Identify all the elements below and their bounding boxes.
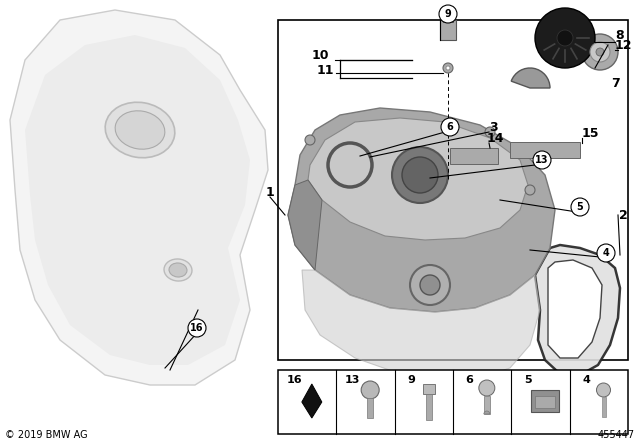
Polygon shape (288, 108, 555, 312)
Circle shape (525, 185, 535, 195)
Text: 2: 2 (619, 208, 627, 221)
Polygon shape (10, 10, 268, 385)
Polygon shape (302, 270, 540, 378)
Bar (443, 14, 453, 22)
Circle shape (420, 275, 440, 295)
Circle shape (485, 127, 495, 137)
Circle shape (305, 135, 315, 145)
Text: 4: 4 (582, 375, 590, 385)
Text: 8: 8 (616, 29, 624, 42)
Text: 12: 12 (614, 39, 632, 52)
Text: 9: 9 (407, 375, 415, 385)
Circle shape (590, 42, 610, 62)
Text: 455447: 455447 (598, 430, 635, 440)
Text: 6: 6 (447, 122, 453, 132)
Wedge shape (484, 411, 490, 414)
Text: 15: 15 (581, 126, 599, 139)
Text: 3: 3 (490, 121, 499, 134)
Bar (531, 390, 559, 412)
Ellipse shape (164, 259, 192, 281)
Text: 13: 13 (535, 155, 548, 165)
Circle shape (597, 244, 615, 262)
Bar (535, 396, 555, 408)
Text: 1: 1 (266, 185, 275, 198)
Text: 16: 16 (190, 323, 204, 333)
Bar (426, 394, 431, 420)
Text: 7: 7 (611, 77, 620, 90)
Circle shape (582, 34, 618, 70)
Circle shape (479, 380, 495, 396)
Ellipse shape (169, 263, 187, 277)
Text: 4: 4 (603, 248, 609, 258)
Circle shape (392, 147, 448, 203)
Polygon shape (25, 35, 250, 365)
Circle shape (596, 48, 604, 56)
Text: 16: 16 (287, 375, 302, 385)
Circle shape (439, 5, 457, 23)
Bar (510, 142, 580, 158)
Text: 9: 9 (445, 9, 451, 19)
Circle shape (533, 151, 551, 169)
Bar (367, 398, 373, 418)
Ellipse shape (105, 102, 175, 158)
Ellipse shape (115, 111, 165, 149)
Bar (450, 148, 498, 164)
Text: 6: 6 (465, 375, 473, 385)
Polygon shape (288, 180, 322, 270)
Circle shape (402, 157, 438, 193)
Text: 5: 5 (524, 375, 531, 385)
Circle shape (188, 319, 206, 337)
Circle shape (443, 63, 453, 73)
Text: 11: 11 (316, 64, 333, 77)
Circle shape (596, 383, 611, 397)
Circle shape (361, 381, 379, 399)
Bar (422, 384, 435, 394)
Bar (484, 396, 490, 414)
Circle shape (410, 265, 450, 305)
Bar (602, 397, 605, 417)
Circle shape (446, 66, 450, 70)
Text: 13: 13 (345, 375, 360, 385)
Text: © 2019 BMW AG: © 2019 BMW AG (5, 430, 88, 440)
Circle shape (571, 198, 589, 216)
Circle shape (557, 30, 573, 46)
Polygon shape (548, 260, 602, 358)
Circle shape (535, 8, 595, 68)
Polygon shape (535, 245, 620, 375)
Polygon shape (302, 384, 322, 418)
Circle shape (441, 118, 459, 136)
Bar (278, 20, 628, 360)
Text: 5: 5 (577, 202, 584, 212)
Text: 14: 14 (486, 132, 504, 145)
Wedge shape (511, 68, 550, 88)
Bar (278, 370, 628, 434)
Polygon shape (308, 118, 528, 240)
Bar (440, 20, 456, 40)
Text: 10: 10 (311, 48, 329, 61)
